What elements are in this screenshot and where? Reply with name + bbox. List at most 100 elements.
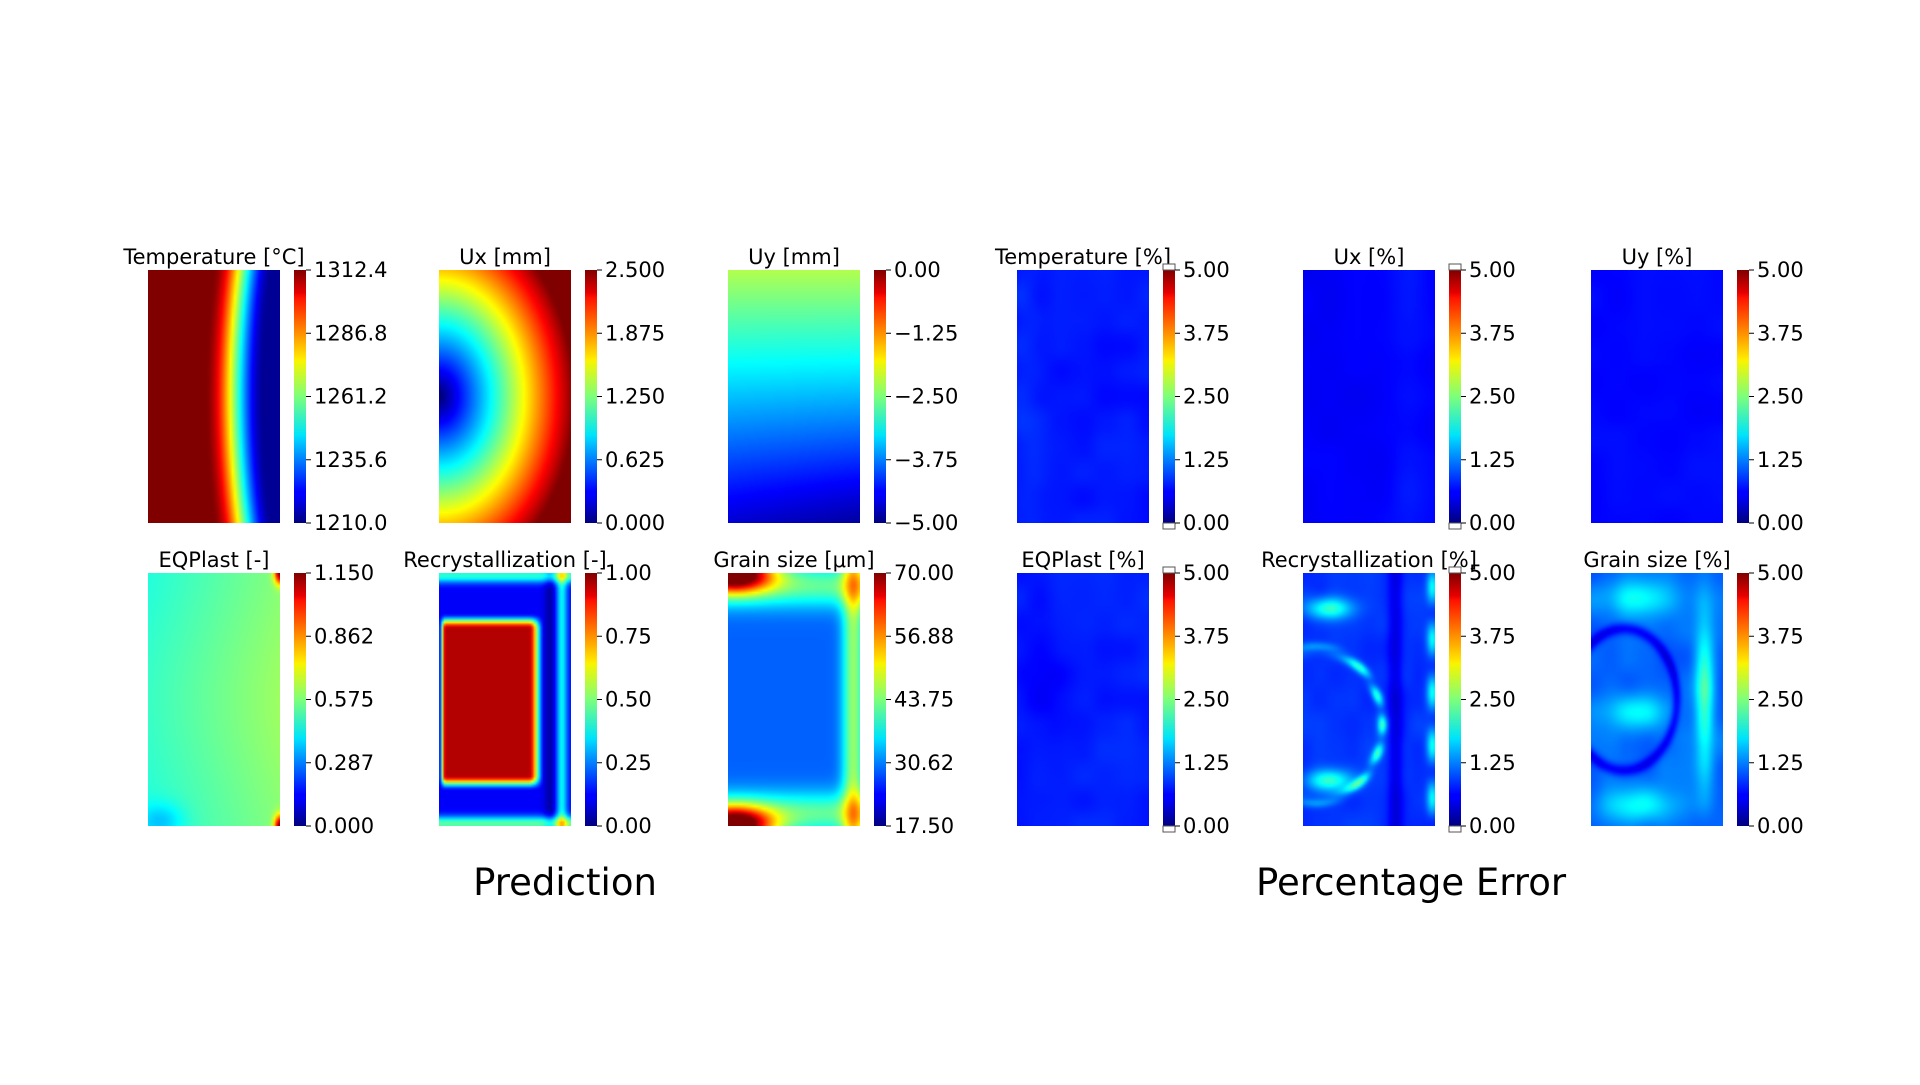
heatmap-field: [439, 270, 571, 523]
panel-top-ux: Ux [%] 5.00 3.75 2.50 1.25 0.00: [1303, 245, 1516, 535]
colorbar-tick-label: 0.75: [605, 624, 652, 648]
colorbar-extend-bottom: [1448, 825, 1462, 833]
colorbar-extend-bottom: [1448, 522, 1462, 530]
colorbar-extend-top: [1162, 566, 1176, 574]
panel-title: Recrystallization [%]: [1261, 548, 1477, 572]
panel-bottom-grain-size: Grain size [%] 5.00 3.75 2.50 1.25 0.00: [1583, 548, 1803, 838]
colorbar-tick-label: 2.50: [1757, 688, 1804, 712]
colorbar-extend-top: [1448, 566, 1462, 574]
colorbar-tick-label: 1.250: [605, 385, 665, 409]
colorbar: [585, 270, 597, 523]
colorbar-tick-label: −1.25: [894, 321, 958, 345]
group-label-percentage-error: Percentage Error: [1256, 861, 1567, 904]
colorbar-tick-label: 0.00: [1469, 814, 1516, 838]
panel-title: Temperature [%]: [994, 245, 1171, 269]
colorbar: [585, 573, 597, 826]
panel-top-uy-mm: Uy [mm] 0.00 −1.25 −2.50 −3.75 −5.00: [728, 245, 958, 535]
panel-title: Grain size [%]: [1583, 548, 1730, 572]
colorbar-tick-label: 0.287: [314, 751, 374, 775]
colorbar-tick-label: 1.25: [1469, 448, 1516, 472]
colorbar-tick-label: 0.625: [605, 448, 665, 472]
colorbar-tick-label: 5.00: [1183, 258, 1230, 282]
colorbar-tick-label: 1286.8: [314, 321, 387, 345]
colorbar-tick-label: 0.00: [1469, 511, 1516, 535]
colorbar-tick-label: 0.862: [314, 624, 374, 648]
heatmap-field: [1591, 270, 1723, 523]
colorbar-extend-bottom: [1162, 825, 1176, 833]
colorbar-tick-label: 0.00: [605, 814, 652, 838]
colorbar-tick-label: 5.00: [1469, 258, 1516, 282]
colorbar-tick-label: 43.75: [894, 688, 954, 712]
colorbar-tick-label: −2.50: [894, 385, 958, 409]
colorbar-tick-label: 1.150: [314, 561, 374, 585]
colorbar-tick-label: 0.000: [605, 511, 665, 535]
colorbar-tick-label: 1.875: [605, 321, 665, 345]
colorbar-tick-label: 70.00: [894, 561, 954, 585]
colorbar-tick-label: 0.50: [605, 688, 652, 712]
colorbar-tick-label: 3.75: [1757, 321, 1804, 345]
heatmap-field: [148, 270, 280, 523]
colorbar: [1737, 270, 1749, 523]
colorbar-tick-label: −3.75: [894, 448, 958, 472]
colorbar-tick-label: 2.50: [1469, 385, 1516, 409]
colorbar-tick-label: 56.88: [894, 624, 954, 648]
heatmap-field: [148, 573, 280, 826]
colorbar-tick-label: 1.25: [1183, 751, 1230, 775]
colorbar-tick-label: 2.50: [1469, 688, 1516, 712]
panel-bottom-eqplast: EQPlast [-] 1.150 0.862 0.575 0.287 0.000: [148, 548, 374, 838]
panel-top-uy: Uy [%] 5.00 3.75 2.50 1.25 0.00: [1591, 245, 1804, 535]
panel-title: Uy [mm]: [748, 245, 840, 269]
colorbar-tick-label: 3.75: [1183, 321, 1230, 345]
panel-top-temperature: Temperature [%] 5.00 3.75 2.50 1.25 0.00: [994, 245, 1230, 535]
panel-bottom-recrystallization: Recrystallization [-]1.00 0.75 0.50 0.25 0.0…: [403, 548, 652, 838]
colorbar-tick-label: 0.00: [1757, 814, 1804, 838]
colorbar-extend-bottom: [1162, 522, 1176, 530]
panel-title: EQPlast [%]: [1021, 548, 1144, 572]
heatmap-field: [1303, 270, 1435, 523]
heatmap-field: [1017, 573, 1149, 826]
colorbar-tick-label: 5.00: [1469, 561, 1516, 585]
panel-top-ux-mm: Ux [mm] 2.500 1.875 1.250 0.625 0.000: [439, 245, 665, 535]
panel-bottom-recrystallization: Recrystallization [%]5.00 3.75 2.50 1.25 0.0…: [1261, 548, 1516, 838]
heatmap-field: [439, 573, 571, 826]
panel-title: Uy [%]: [1622, 245, 1693, 269]
colorbar-tick-label: 1.25: [1469, 751, 1516, 775]
colorbar-tick-label: 1235.6: [314, 448, 387, 472]
colorbar: [874, 270, 886, 523]
panel-title: Temperature [°C]: [122, 245, 304, 269]
colorbar-tick-label: 3.75: [1469, 624, 1516, 648]
colorbar-tick-label: 3.75: [1183, 624, 1230, 648]
colorbar-tick-label: 0.00: [894, 258, 941, 282]
colorbar: [1737, 573, 1749, 826]
colorbar-tick-label: 1261.2: [314, 385, 387, 409]
colorbar: [1163, 573, 1175, 826]
colorbar-tick-label: 2.50: [1183, 688, 1230, 712]
colorbar-tick-label: 2.50: [1183, 385, 1230, 409]
colorbar: [1163, 270, 1175, 523]
colorbar-tick-label: 30.62: [894, 751, 954, 775]
colorbar-tick-label: 2.500: [605, 258, 665, 282]
heatmap-field: [1303, 573, 1435, 826]
panel-bottom-eqplast: EQPlast [%] 5.00 3.75 2.50 1.25 0.00: [1017, 548, 1230, 838]
colorbar: [874, 573, 886, 826]
colorbar-tick-label: 3.75: [1469, 321, 1516, 345]
colorbar-tick-label: 0.00: [1183, 511, 1230, 535]
heatmap-field: [728, 573, 860, 826]
colorbar-tick-label: 1.25: [1757, 751, 1804, 775]
colorbar-tick-label: 1312.4: [314, 258, 387, 282]
panel-title: Ux [%]: [1334, 245, 1405, 269]
colorbar: [294, 270, 306, 523]
colorbar-tick-label: 17.50: [894, 814, 954, 838]
colorbar-tick-label: 1210.0: [314, 511, 387, 535]
colorbar-tick-label: 5.00: [1183, 561, 1230, 585]
colorbar-tick-label: 0.00: [1183, 814, 1230, 838]
panel-title: Ux [mm]: [459, 245, 551, 269]
colorbar-tick-label: 5.00: [1757, 561, 1804, 585]
heatmap-field: [1017, 270, 1149, 523]
colorbar-tick-label: 1.25: [1757, 448, 1804, 472]
group-label-prediction: Prediction: [473, 861, 657, 904]
colorbar: [294, 573, 306, 826]
heatmap-field: [1591, 573, 1723, 826]
